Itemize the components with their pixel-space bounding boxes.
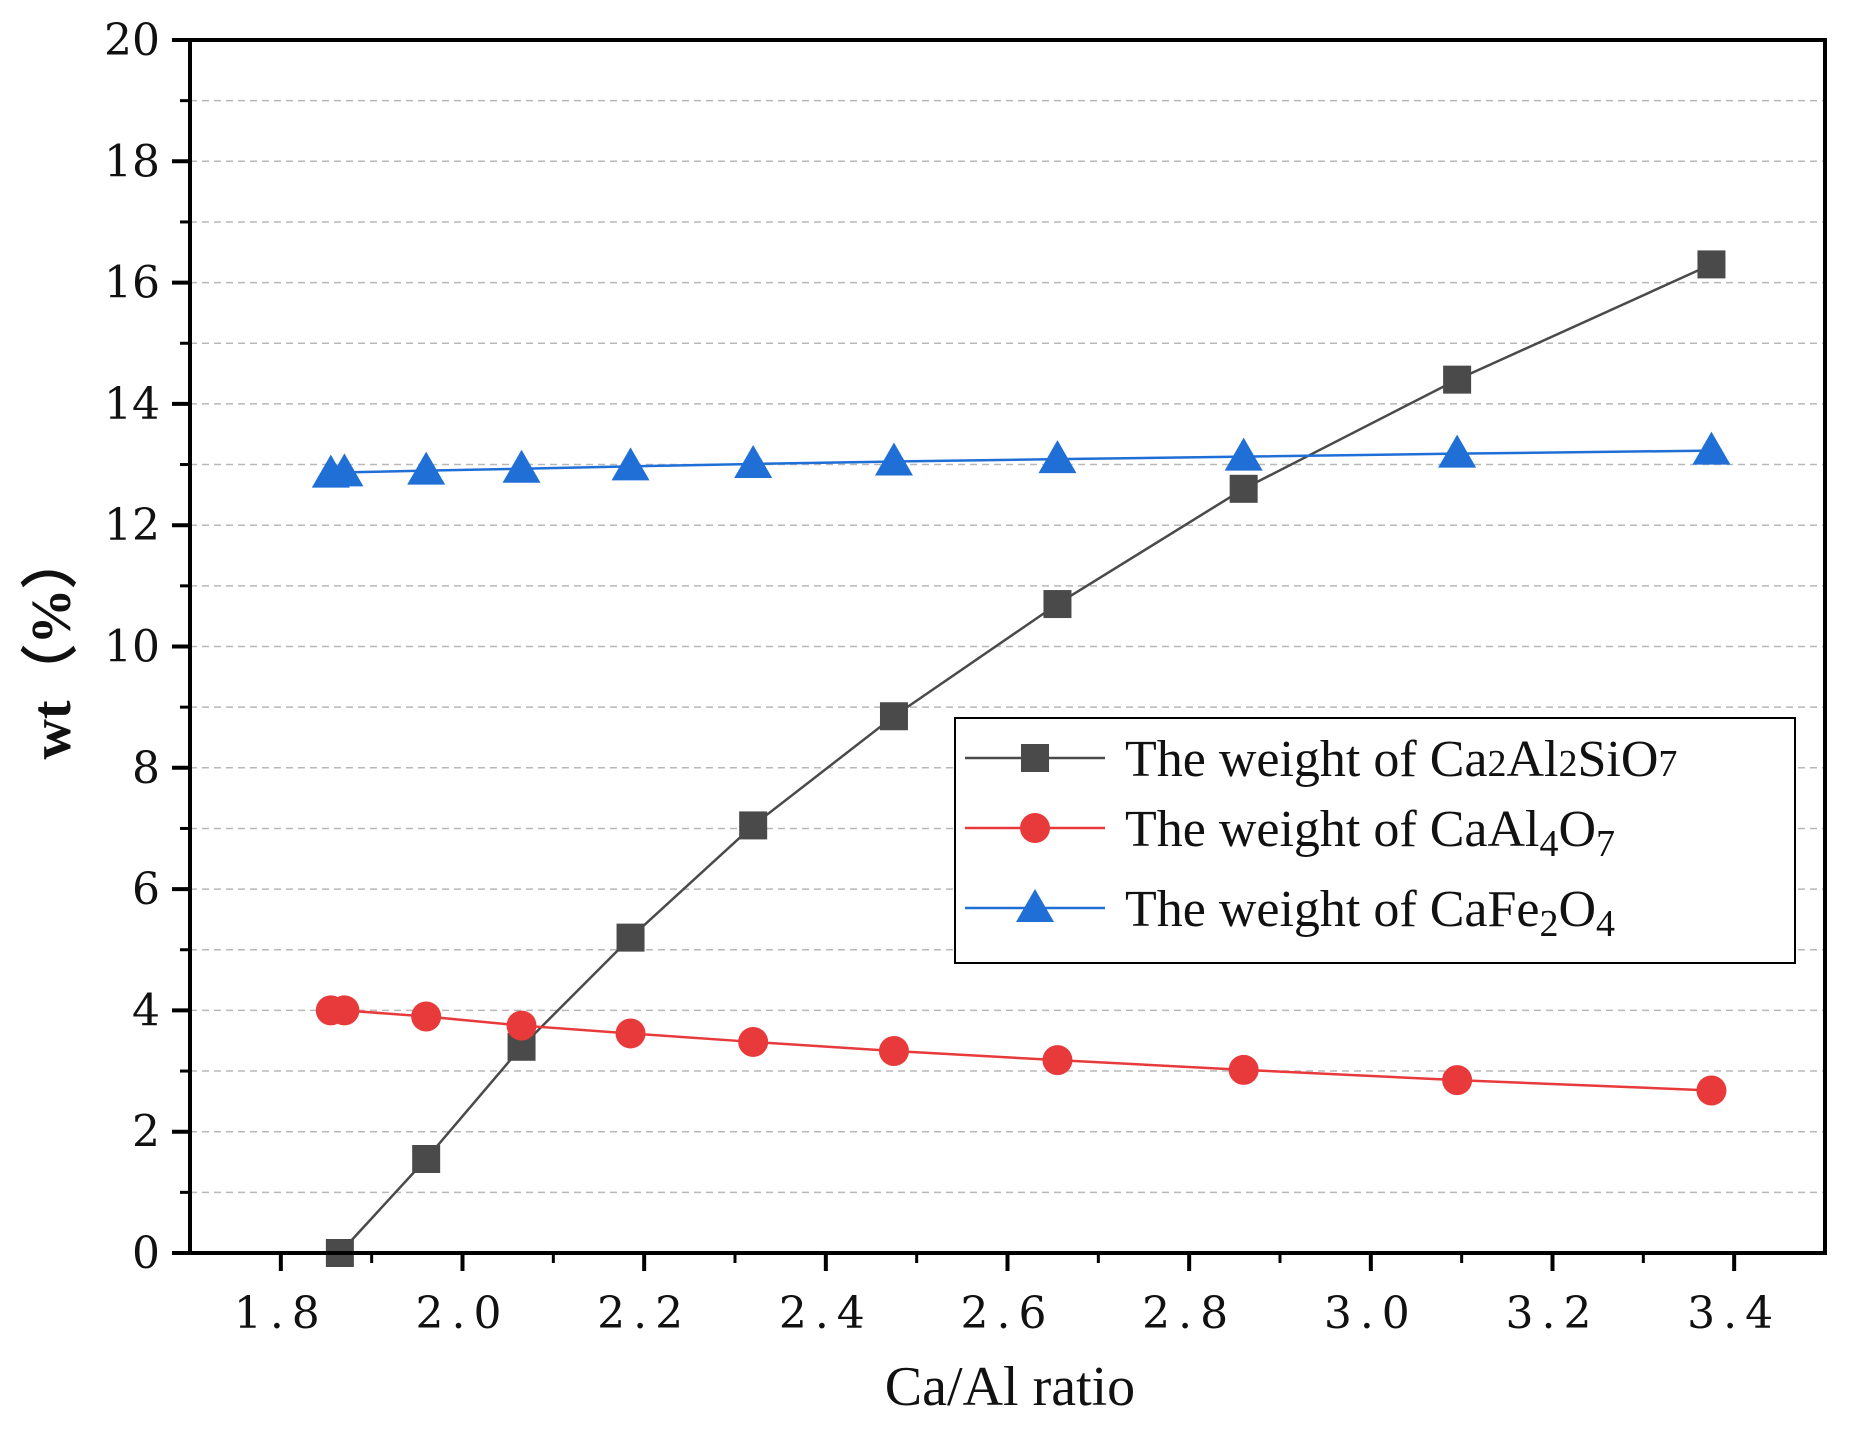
data-point <box>734 444 773 478</box>
legend-label: The weight of CaFe2O4 <box>1125 881 1615 945</box>
legend-item: The weight of CaAl4O7 <box>965 801 1615 865</box>
x-tick-label: 3.0 <box>1324 1288 1418 1339</box>
data-point <box>1697 250 1726 279</box>
data-point <box>502 449 541 483</box>
data-point <box>878 1036 909 1067</box>
legend-item: The weight of Ca2Al2SiO7 <box>965 731 1677 788</box>
y-tick-label: 2 <box>132 1107 160 1158</box>
legend-item: The weight of CaFe2O4 <box>965 881 1615 945</box>
data-point <box>1042 1045 1073 1076</box>
data-point <box>615 1018 646 1049</box>
data-point <box>1229 474 1258 503</box>
data-point <box>412 1144 441 1173</box>
series-2 <box>311 431 1731 488</box>
x-tick-label: 2.6 <box>961 1288 1055 1339</box>
data-point <box>506 1010 537 1041</box>
y-tick-label: 8 <box>132 743 160 794</box>
data-point <box>1696 1075 1727 1106</box>
data-point <box>611 447 650 481</box>
data-point <box>1038 440 1077 474</box>
x-tick-label: 2.4 <box>779 1288 873 1339</box>
x-tick-label: 2.8 <box>1142 1288 1236 1339</box>
legend-marker <box>1020 813 1050 843</box>
y-tick-label: 18 <box>104 136 160 187</box>
y-tick-label: 4 <box>132 985 160 1036</box>
x-axis-title: Ca/Al ratio <box>885 1356 1135 1418</box>
data-point <box>879 702 908 731</box>
x-tick-label: 2.0 <box>416 1288 510 1339</box>
data-point <box>329 995 360 1026</box>
data-point <box>1228 1054 1259 1085</box>
legend: The weight of Ca2Al2SiO7 The weight of Ca… <box>954 717 1796 964</box>
legend-marker <box>1021 744 1049 772</box>
data-point <box>1043 590 1072 619</box>
data-point <box>325 453 364 487</box>
y-tick-label: 6 <box>132 864 160 915</box>
data-point <box>738 1026 769 1057</box>
series-1 <box>315 995 1727 1106</box>
data-point <box>411 1001 442 1032</box>
series-line <box>338 263 1712 1254</box>
x-tick-label: 2.2 <box>597 1288 691 1339</box>
data-point <box>739 811 768 840</box>
legend-marker <box>1016 889 1054 922</box>
y-tick-label: 16 <box>104 258 160 309</box>
data-point <box>1692 431 1731 465</box>
x-tick-label: 3.4 <box>1687 1288 1781 1339</box>
data-point <box>874 442 913 476</box>
y-tick-label: 10 <box>104 622 160 673</box>
data-point <box>1224 437 1263 471</box>
series-layer <box>311 250 1731 1267</box>
data-point <box>407 451 446 485</box>
y-axis-title: wt（%） <box>20 532 83 759</box>
legend-label: The weight of CaAl4O7 <box>1125 801 1615 865</box>
data-point <box>1443 365 1472 394</box>
series-0 <box>325 250 1726 1267</box>
y-tick-label: 14 <box>104 379 160 430</box>
x-tick-label: 1.8 <box>234 1288 328 1339</box>
y-tick-label: 0 <box>132 1228 160 1279</box>
data-point <box>1442 1065 1473 1096</box>
x-tick-label: 3.2 <box>1506 1288 1600 1339</box>
y-tick-label: 20 <box>104 15 160 66</box>
y-tick-label: 12 <box>104 500 160 551</box>
ticks: 0 2 4 6 8 10 12 14 16 18 20 1.8 2.0 2.2 2.4 2.6 2.8 3.0 3.… <box>104 15 1781 1339</box>
data-point <box>1438 434 1477 468</box>
legend-label: The weight of Ca2Al2SiO7 <box>1125 731 1677 788</box>
data-point <box>616 923 645 952</box>
